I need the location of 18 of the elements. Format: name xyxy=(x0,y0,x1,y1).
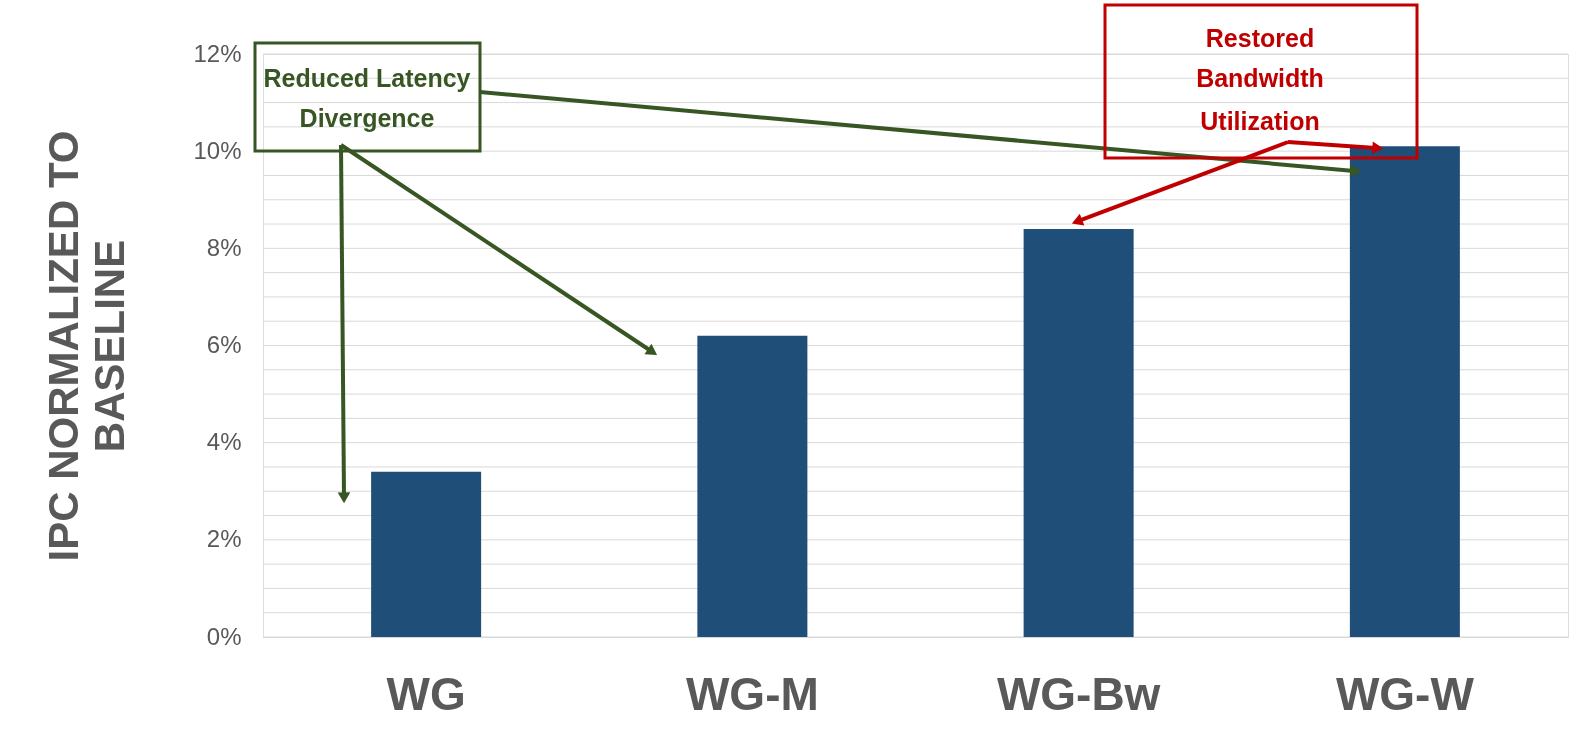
y-tick-label: 8% xyxy=(206,233,242,261)
x-tick-label: WG-Bw xyxy=(996,667,1161,720)
bar xyxy=(697,335,808,637)
y-tick-label: 6% xyxy=(206,331,242,358)
y-tick-label: 2% xyxy=(206,525,242,553)
y-tick-label: 0% xyxy=(206,622,242,650)
y-tick-label: 12% xyxy=(193,39,242,67)
annotation: Reduced Latency Divergence xyxy=(263,64,471,132)
annotation: Restored Bandwidth Utilization xyxy=(1196,24,1324,135)
bar xyxy=(1023,228,1134,637)
y-tick-label: 4% xyxy=(206,428,242,456)
x-tick-label: WG-M xyxy=(685,667,819,720)
y-tick-label: 10% xyxy=(193,136,242,164)
y-axis-title: IPC NORMALIZED TO BASELINE xyxy=(40,130,134,562)
x-tick-label: WG-W xyxy=(1335,667,1475,720)
bar xyxy=(371,471,482,637)
bar xyxy=(1349,146,1460,637)
x-tick-label: WG xyxy=(386,667,466,720)
